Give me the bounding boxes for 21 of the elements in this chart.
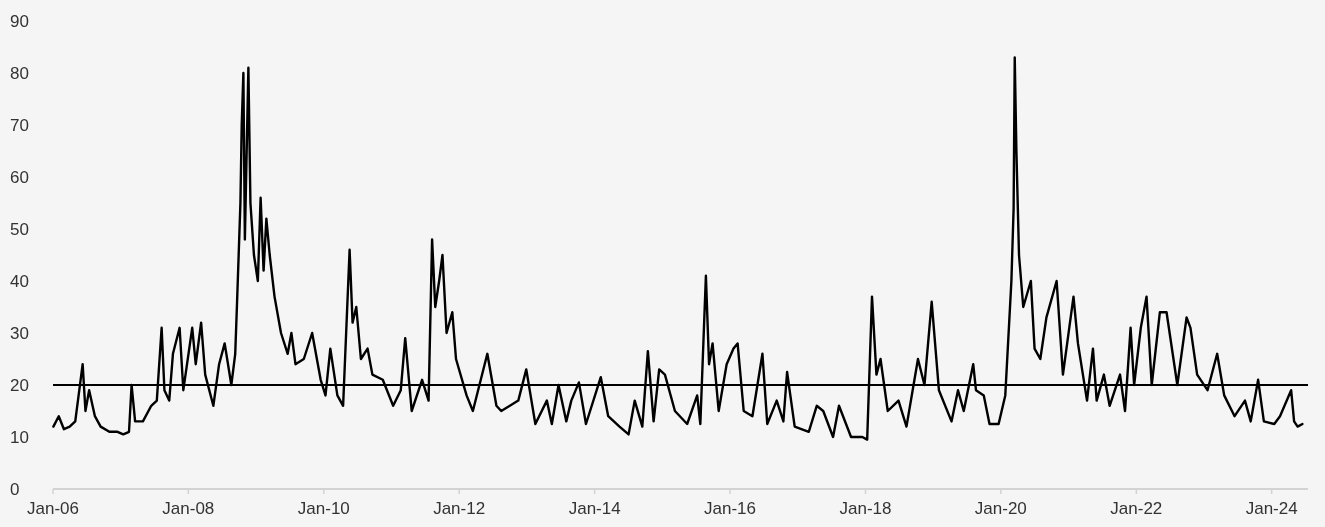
y-tick-label: 70 bbox=[10, 115, 29, 135]
x-tick-label: Jan-16 bbox=[704, 499, 756, 518]
x-tick-label: Jan-14 bbox=[568, 499, 621, 518]
x-tick-label: Jan-06 bbox=[27, 499, 79, 518]
x-tick-label: Jan-22 bbox=[1110, 499, 1163, 518]
y-tick-label: 50 bbox=[10, 219, 29, 239]
line-series bbox=[52, 56, 1304, 441]
y-tick-label: 10 bbox=[10, 427, 29, 447]
x-tick-label: Jan-10 bbox=[297, 499, 350, 518]
y-tick-label: 0 bbox=[10, 479, 20, 499]
x-tick-label: Jan-20 bbox=[974, 499, 1027, 518]
y-tick-label: 90 bbox=[10, 11, 29, 31]
y-tick-label: 60 bbox=[10, 167, 29, 187]
x-tick-label: Jan-12 bbox=[433, 499, 486, 518]
x-tick-label: Jan-18 bbox=[839, 499, 892, 518]
y-tick-label: 20 bbox=[10, 375, 29, 395]
x-tick-label: Jan-08 bbox=[162, 499, 215, 518]
x-tick-label: Jan-24 bbox=[1245, 499, 1298, 518]
y-tick-label: 80 bbox=[10, 63, 29, 83]
y-tick-label: 40 bbox=[10, 271, 29, 291]
y-tick-label: 30 bbox=[10, 323, 29, 343]
